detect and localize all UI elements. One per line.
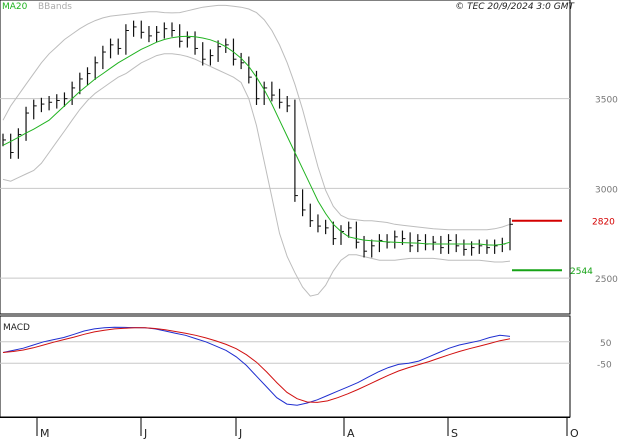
price-y-tick-label: 3500 xyxy=(595,96,618,106)
price-y-tick-label: 3000 xyxy=(595,185,618,195)
macd-y-tick-label: -50 xyxy=(597,360,612,370)
price-panel-frame xyxy=(0,0,571,315)
macd-title: MACD xyxy=(3,323,30,333)
bbands-lower-line xyxy=(2,53,511,297)
ma20-line xyxy=(2,35,511,246)
macd-y-tick-label: 50 xyxy=(600,339,612,349)
resistance-label: 2820 xyxy=(592,218,615,228)
legend-bbands: BBands xyxy=(38,2,72,12)
price-bars xyxy=(2,20,513,258)
x-tick-label: A xyxy=(347,427,355,440)
x-tick-label: M xyxy=(40,427,50,440)
x-tick-label: J xyxy=(238,427,242,440)
source-credit: © TEC 20/9/2024 3:0 GMT xyxy=(455,2,575,12)
gridlines xyxy=(0,98,570,364)
signal-line xyxy=(2,327,511,403)
x-tick-label: J xyxy=(143,427,147,440)
price-y-tick-label: 2500 xyxy=(595,275,618,285)
price-y-ticks: 2500 3000 3500 xyxy=(595,96,618,285)
support-label: 2544 xyxy=(570,267,593,277)
macd-y-ticks: 50 -50 xyxy=(597,339,612,370)
bbands-upper-line xyxy=(2,4,511,231)
x-tick-label: O xyxy=(570,427,579,440)
legend-ma20: MA20 xyxy=(2,2,28,12)
x-tick-label: S xyxy=(451,427,458,440)
macd-line xyxy=(2,326,511,406)
